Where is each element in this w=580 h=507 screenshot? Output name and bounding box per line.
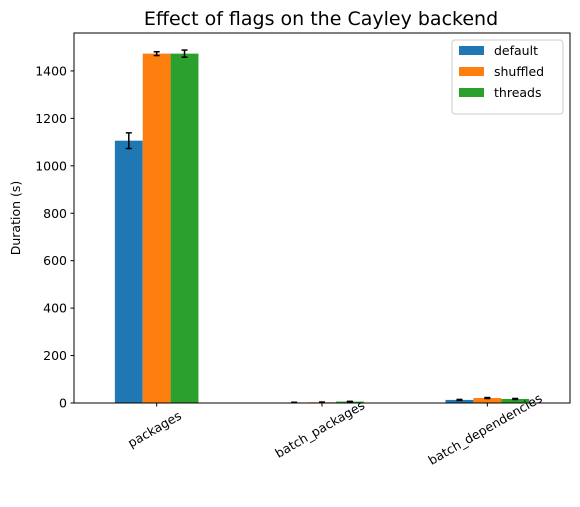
- legend-label-threads: threads: [494, 85, 542, 100]
- y-tick-label: 200: [43, 348, 67, 363]
- x-tick-label-packages: packages: [125, 408, 184, 451]
- legend-swatch-shuffled: [459, 67, 484, 76]
- legend-swatch-threads: [459, 88, 484, 97]
- x-tick-label-batch_packages: batch_packages: [272, 397, 367, 460]
- bars-layer: [114, 53, 530, 403]
- legend-label-shuffled: shuffled: [494, 64, 544, 79]
- y-tick-label: 600: [43, 253, 67, 268]
- y-tick-label: 800: [43, 206, 67, 221]
- y-tick-label: 1200: [35, 111, 67, 126]
- legend-swatch-default: [459, 46, 484, 55]
- chart-title: Effect of flags on the Cayley backend: [144, 8, 498, 30]
- y-tick-label: 400: [43, 301, 67, 316]
- bar-default-batch_dependencies: [445, 399, 474, 403]
- y-axis: 0 200 400 600 800 1000 1200 1400: [35, 63, 74, 411]
- y-tick-label: 1400: [35, 63, 67, 78]
- legend-label-default: default: [494, 43, 538, 58]
- y-tick-label: 0: [59, 396, 67, 411]
- bar-shuffled-batch_dependencies: [473, 398, 502, 403]
- bar-default-packages: [114, 140, 143, 403]
- bar-threads-packages: [170, 53, 199, 403]
- bar-shuffled-packages: [142, 53, 171, 403]
- legend: default shuffled threads: [451, 39, 564, 115]
- y-tick-label: 1000: [35, 158, 67, 173]
- y-axis-label: Duration (s): [8, 181, 23, 256]
- bar-threads-batch_dependencies: [501, 398, 530, 403]
